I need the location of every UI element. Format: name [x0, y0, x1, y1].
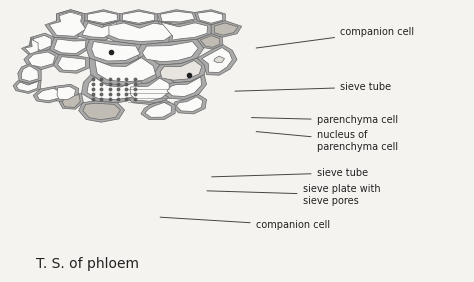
Polygon shape [59, 93, 83, 109]
Polygon shape [197, 45, 237, 75]
Text: sieve plate with
sieve pores: sieve plate with sieve pores [207, 184, 380, 206]
Text: T. S. of phloem: T. S. of phloem [36, 257, 138, 271]
Polygon shape [86, 39, 146, 64]
Polygon shape [202, 47, 232, 72]
Polygon shape [215, 23, 238, 35]
Polygon shape [25, 39, 38, 54]
Polygon shape [18, 64, 41, 83]
Polygon shape [45, 10, 90, 39]
Polygon shape [32, 35, 51, 50]
Polygon shape [54, 55, 90, 73]
Polygon shape [201, 36, 220, 47]
Polygon shape [82, 75, 146, 103]
Polygon shape [162, 75, 207, 100]
Polygon shape [197, 34, 223, 49]
Polygon shape [21, 66, 38, 81]
Text: sieve tube: sieve tube [235, 82, 391, 92]
Polygon shape [212, 55, 227, 64]
Polygon shape [103, 21, 181, 45]
Polygon shape [78, 21, 120, 40]
Polygon shape [59, 11, 82, 23]
Polygon shape [13, 80, 41, 93]
Polygon shape [85, 10, 120, 25]
Text: sieve tube: sieve tube [212, 168, 368, 178]
Polygon shape [49, 12, 86, 36]
Polygon shape [130, 78, 170, 101]
Polygon shape [54, 84, 79, 102]
Polygon shape [176, 97, 203, 111]
Polygon shape [57, 87, 75, 100]
Polygon shape [145, 102, 172, 117]
Polygon shape [33, 86, 64, 103]
Polygon shape [95, 58, 155, 82]
Polygon shape [157, 21, 211, 42]
Polygon shape [161, 22, 208, 40]
Polygon shape [57, 10, 85, 25]
Polygon shape [28, 33, 55, 52]
Text: parenchyma cell: parenchyma cell [252, 115, 398, 125]
Polygon shape [160, 61, 202, 80]
Polygon shape [57, 57, 86, 71]
Polygon shape [173, 94, 207, 114]
Polygon shape [167, 77, 201, 96]
Polygon shape [141, 100, 175, 120]
Polygon shape [79, 101, 125, 122]
Polygon shape [142, 41, 198, 62]
Polygon shape [28, 52, 55, 67]
Polygon shape [120, 10, 157, 25]
Polygon shape [87, 11, 117, 23]
Polygon shape [137, 39, 204, 65]
Text: companion cell: companion cell [160, 217, 330, 230]
Polygon shape [211, 21, 242, 37]
Polygon shape [160, 11, 194, 22]
Polygon shape [83, 103, 120, 120]
Polygon shape [91, 41, 140, 61]
Polygon shape [157, 10, 197, 23]
Polygon shape [125, 75, 175, 105]
Polygon shape [195, 10, 225, 25]
Polygon shape [37, 88, 60, 101]
Polygon shape [109, 23, 175, 41]
Polygon shape [90, 55, 162, 86]
Polygon shape [214, 56, 225, 63]
Polygon shape [82, 23, 116, 38]
Text: nucleus of
parenchyma cell: nucleus of parenchyma cell [256, 130, 398, 152]
Polygon shape [87, 77, 140, 100]
Polygon shape [24, 50, 59, 70]
Polygon shape [197, 11, 223, 23]
Polygon shape [62, 95, 80, 107]
Polygon shape [123, 11, 155, 23]
Polygon shape [17, 81, 38, 92]
Polygon shape [50, 37, 90, 56]
Polygon shape [54, 39, 86, 54]
Text: companion cell: companion cell [256, 27, 414, 48]
Polygon shape [155, 58, 207, 83]
Polygon shape [21, 37, 40, 56]
